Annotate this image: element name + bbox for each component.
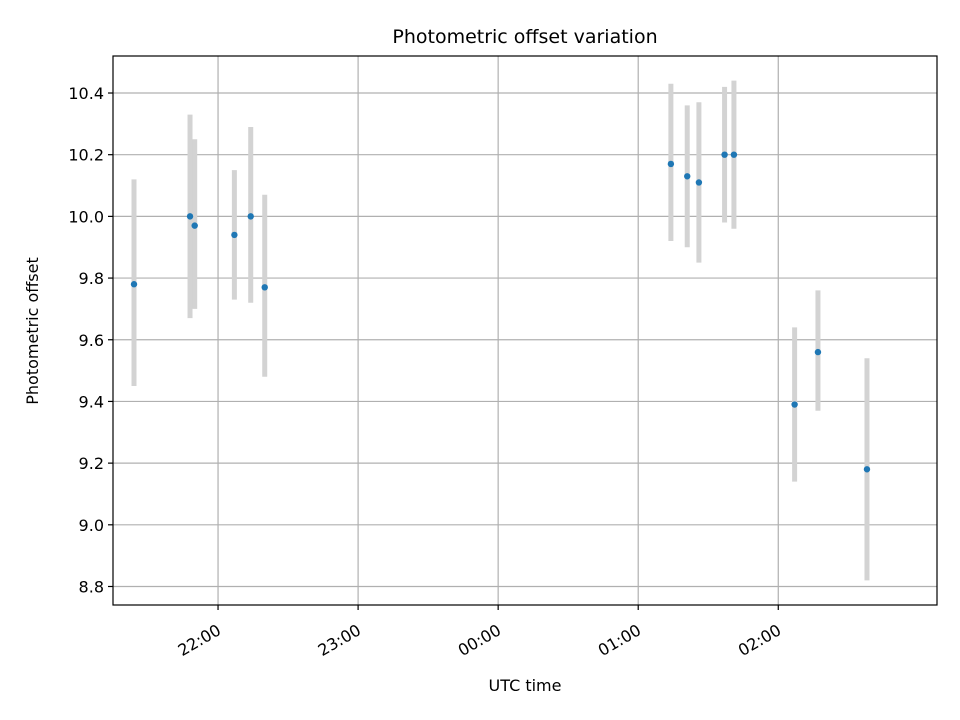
data-point: [191, 222, 198, 229]
data-point: [261, 284, 268, 291]
plot-area: [113, 56, 937, 605]
x-axis-label: UTC time: [489, 676, 562, 695]
data-point: [863, 466, 871, 473]
data-points: [130, 151, 871, 473]
y-tick-label: 10.4: [68, 84, 104, 103]
plot-frame: [112, 55, 938, 606]
data-point: [231, 231, 238, 239]
data-point: [814, 348, 822, 356]
y-tick-label: 9.6: [79, 331, 104, 350]
y-axis-ticks: 8.8 9.0 9.2 9.4 9.6 9.8 10.0 10.2 10.4: [68, 84, 113, 596]
data-point: [667, 160, 675, 168]
y-tick-label: 9.4: [79, 392, 104, 411]
y-tick-label: 10.2: [68, 146, 104, 165]
data-point: [730, 151, 738, 158]
data-point: [684, 173, 691, 180]
y-tick-label: 9.2: [79, 454, 104, 473]
y-tick-label: 10.0: [68, 207, 104, 226]
chart-title: Photometric offset variation: [392, 26, 657, 48]
y-tick-label: 8.8: [79, 577, 104, 596]
data-point: [130, 281, 138, 288]
data-point: [186, 213, 194, 220]
y-axis-label: Photometric offset: [23, 257, 42, 405]
data-point: [247, 213, 254, 220]
data-point: [791, 401, 798, 408]
data-point: [695, 179, 703, 186]
y-tick-label: 9.8: [79, 269, 104, 288]
grid-lines: [113, 56, 937, 605]
data-point: [721, 151, 728, 158]
y-tick-label: 9.0: [79, 516, 104, 535]
